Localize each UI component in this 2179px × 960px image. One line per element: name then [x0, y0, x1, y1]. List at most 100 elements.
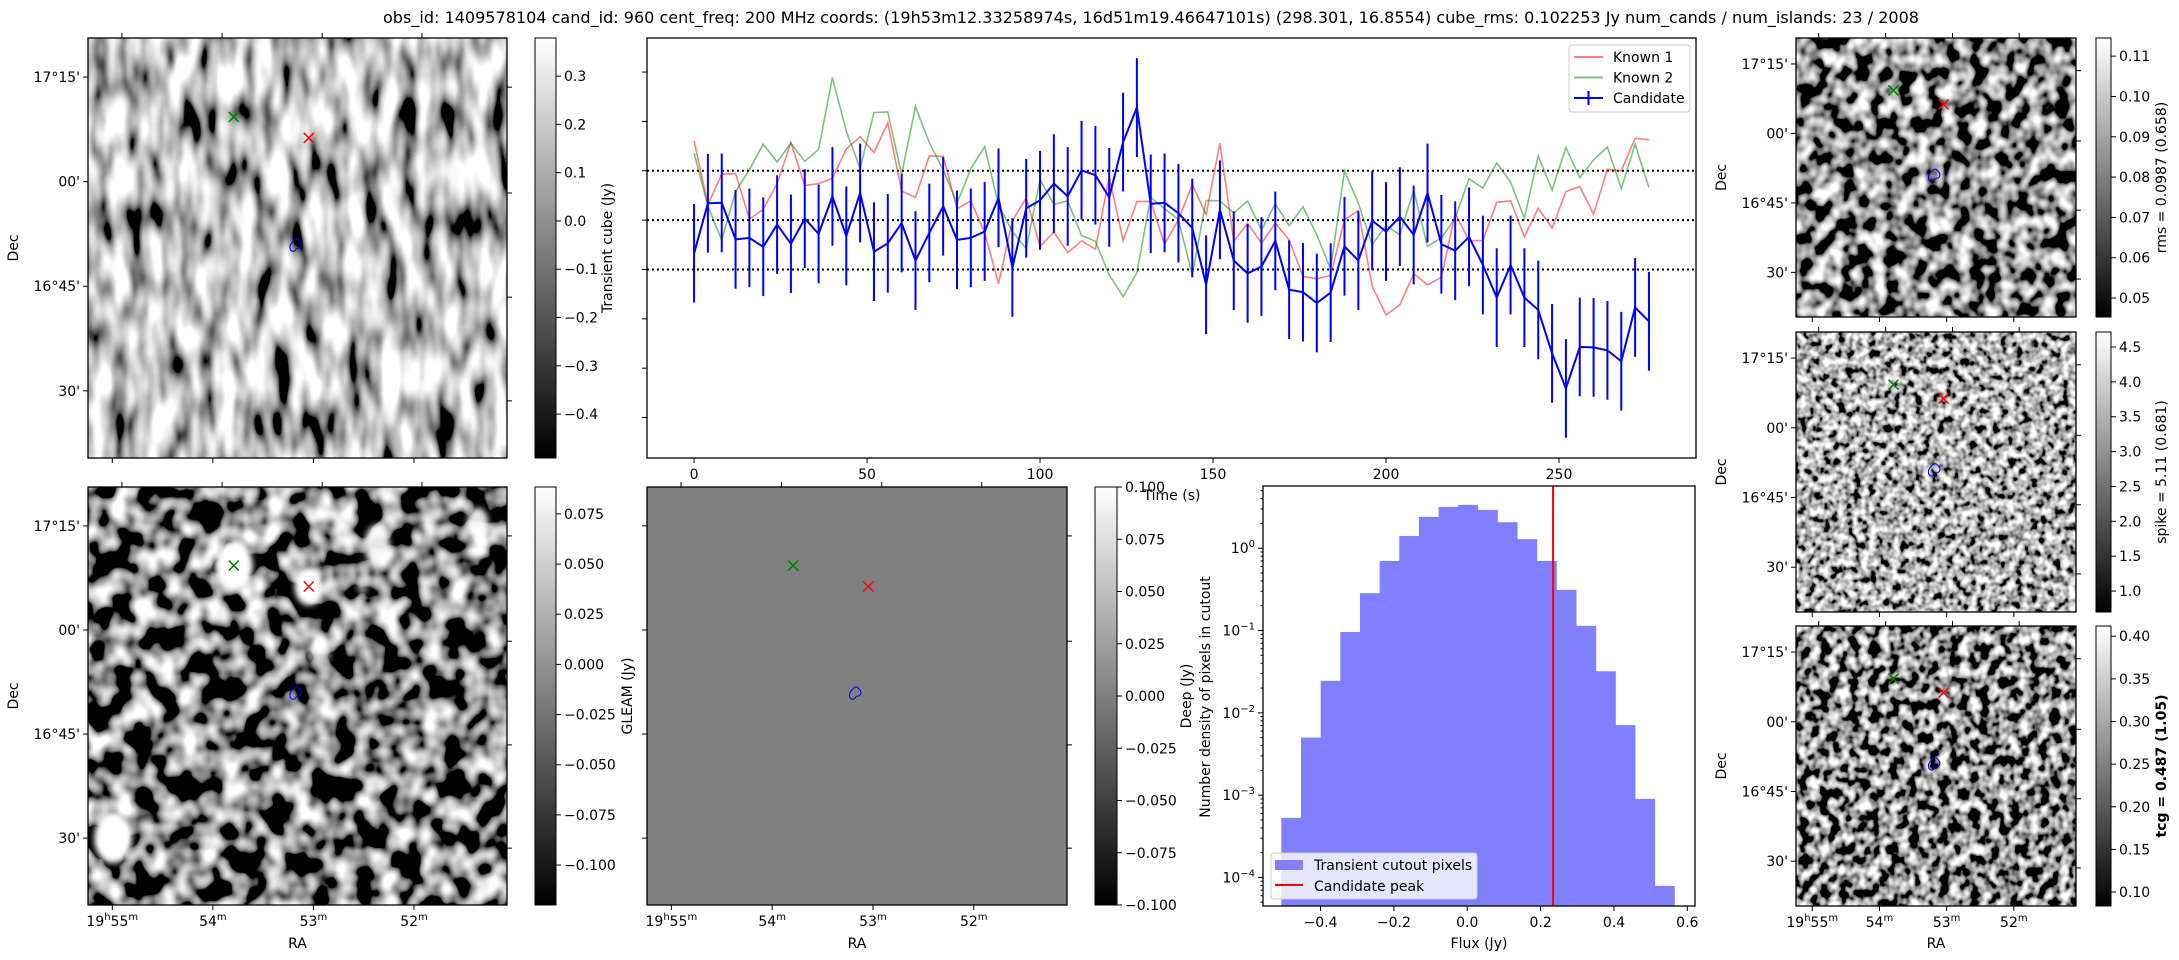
colorbar-tick-label: 0.30: [2119, 714, 2150, 730]
colorbar-tick-label: 0.3: [564, 69, 586, 85]
ra-tick-label: 54m: [1866, 913, 1894, 931]
x-tick-label: 200: [1373, 467, 1400, 483]
colorbar-tick-label: 0.2: [564, 117, 586, 133]
axes-frame: [87, 486, 508, 906]
colorbar-tick-label: 0.05: [2119, 291, 2150, 307]
tick-exponent: −2: [1240, 704, 1255, 715]
known-1-marker-icon-stroke: [1938, 687, 1950, 699]
dec-tick-label: 00': [1766, 126, 1788, 142]
ra-unit: m: [2018, 913, 2028, 924]
known-1-marker-icon: [1938, 98, 1950, 110]
tcg-colorbar: 0.40 0.35 0.30 0.25 0.20 0.15 0.10 tcg = 0.487 …: [2095, 625, 2170, 907]
spike-colorbar: 4.5 4.0 3.5 3.0 2.5 2.0 1.5 1.0 spike = 5.11 (0.…: [2095, 331, 2170, 613]
known-1-marker-icon-stroke: [862, 580, 874, 593]
series-candidate: [693, 58, 1650, 438]
ra-value: 55: [111, 914, 129, 930]
known-1-marker-icon: [862, 580, 874, 593]
legend-label: Known 2: [1613, 71, 1673, 87]
ra-unit: m: [418, 912, 428, 923]
bright-source: [467, 507, 489, 538]
colorbar-tick-label: 0.35: [2119, 672, 2150, 688]
legend-box: [1270, 852, 1478, 900]
ra-unit: m: [877, 912, 887, 923]
known-2-marker-icon-stroke: [1887, 673, 1899, 685]
dec-axis-label: Dec: [6, 234, 22, 261]
ra-unit: m: [217, 912, 227, 923]
colorbar-gradient: [1094, 486, 1118, 906]
colorbar-tick-label: 2.5: [2119, 479, 2141, 495]
x-tick-label: 0: [690, 467, 699, 483]
figure-title: obs_id: 1409578104 cand_id: 960 cent_fre…: [383, 8, 1919, 28]
gleam-colorbar: 0.100 0.075 0.050 0.025 0.000 −0.025 −0.050 −0.…: [1094, 480, 1195, 914]
series-line: [693, 77, 1650, 299]
tick-base: 10: [1222, 624, 1240, 640]
legend-label: Known 1: [1613, 50, 1673, 66]
y-axis-label: Number density of pixels in cutout: [1198, 576, 1214, 818]
ra-axis-label: RA: [288, 936, 307, 952]
dec-tick-label: 00': [1766, 715, 1788, 731]
colorbar-label: Transient cube (Jy): [600, 183, 616, 314]
candidate-contour-icon: [289, 238, 302, 252]
dec-tick-label: 30': [58, 831, 80, 847]
plot-area: [647, 38, 1696, 458]
colorbar-tick-label: −0.100: [1125, 898, 1177, 914]
legend-label: Candidate peak: [1314, 879, 1425, 895]
y-tick-label: 10−1: [1222, 622, 1255, 640]
ra-value: 54: [199, 914, 217, 930]
colorbar-tick-label: 2.0: [2119, 514, 2141, 530]
dec-tick-label: 00': [1766, 421, 1788, 437]
deep-colorbar: 0.075 0.050 0.025 0.000 −0.025 −0.050 −0.075 −0…: [534, 486, 636, 906]
colorbar-tick-label: 0.025: [564, 607, 604, 623]
x-axis-label: Time (s): [1143, 488, 1201, 504]
known-1-marker-icon-stroke: [1938, 393, 1950, 405]
ra-tick-label: 52m: [400, 912, 428, 930]
dec-tick-label: 30': [1766, 265, 1788, 281]
colorbar-label: rms = 0.0987 (0.658): [2154, 102, 2170, 254]
known-2-marker-icon-stroke: [1887, 84, 1899, 96]
colorbar-tick-label: 0.075: [564, 507, 604, 523]
dec-tick-label: 30': [58, 384, 80, 400]
ra-unit: m: [128, 912, 138, 923]
x-tick-label: −0.2: [1377, 915, 1411, 931]
known-2-marker-icon: [228, 560, 240, 572]
colorbar-tick-label: 0.11: [2119, 49, 2150, 65]
ra-value: 19: [86, 914, 104, 930]
x-tick-label: 150: [1200, 467, 1227, 483]
colorbar-gradient: [534, 37, 557, 459]
ra-tick-label: 19h55m: [86, 912, 138, 930]
y-tick-label: 100: [1231, 539, 1255, 557]
tick-base: 10: [1222, 870, 1240, 886]
colorbar-tick-label: −0.025: [564, 708, 616, 724]
dec-tick-label: 17°15': [34, 519, 80, 535]
ra-unit: m: [1828, 913, 1838, 924]
known-2-marker-icon: [1887, 673, 1899, 685]
colorbar-label: Deep (Jy): [1179, 664, 1195, 729]
colorbar-tick-label: 0.1: [564, 166, 586, 182]
colorbar-gradient: [534, 486, 557, 906]
image-panel-rms: 17°15' 00' 16°45' 30' Dec 0.11 0.10 0.09 0.08 0.0…: [1714, 33, 2170, 322]
histogram-bar: [1438, 506, 1459, 906]
ra-tick-label: 52m: [2000, 913, 2028, 931]
known-2-marker-icon-stroke: [787, 560, 799, 572]
dec-tick-label: 16°45': [1742, 784, 1788, 800]
histogram-bar: [1320, 680, 1341, 906]
known-1-marker-icon-stroke: [303, 580, 315, 593]
ra-tick-label: 19h55m: [645, 912, 697, 930]
dec-axis-label: Dec: [1714, 752, 1730, 779]
x-tick-label: 50: [858, 467, 876, 483]
ra-unit: m: [1883, 913, 1893, 924]
known-2-marker-icon: [1887, 84, 1899, 96]
colorbar-tick-label: −0.075: [564, 808, 616, 824]
dec-axis-label: Dec: [6, 682, 22, 709]
colorbar-tick-label: 0.08: [2119, 170, 2150, 186]
ra-axis-label: RA: [1927, 936, 1946, 952]
axes-frame: [646, 37, 1697, 459]
dec-tick-label: 00': [58, 623, 80, 639]
series-line: [693, 120, 1649, 317]
known-1-marker-icon: [303, 132, 315, 144]
colorbar-tick-label: 1.5: [2119, 549, 2141, 565]
histogram-bar: [1399, 535, 1420, 906]
known-1-marker-icon-stroke: [1938, 98, 1950, 110]
